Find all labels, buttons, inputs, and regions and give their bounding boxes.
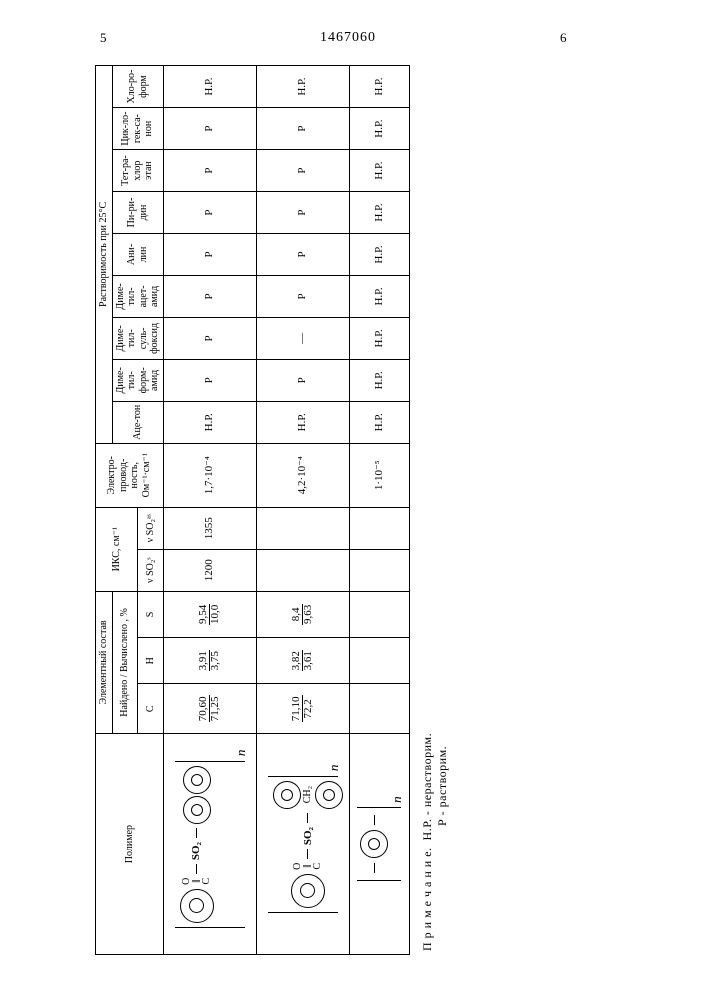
th-tce: Тет-ра-хлор этан (112, 150, 163, 192)
cell-sol: Н.Р. (163, 66, 256, 108)
document-number: 1467060 (320, 30, 376, 46)
cell-h (349, 638, 409, 684)
cell-sol: Н.Р. (349, 359, 409, 401)
cell-sol: Р (163, 108, 256, 150)
benzene-ring-icon (360, 830, 388, 858)
rotated-container: Полимер Элементный состав ИКС, см⁻¹ Элек… (95, 55, 575, 955)
th-s: S (138, 591, 164, 637)
cell-iks-s (256, 549, 349, 591)
cell-sol: Р (256, 233, 349, 275)
cell-sol: Н.Р. (256, 401, 349, 443)
cell-sol: Р (256, 192, 349, 234)
polymer-structure-3: n (349, 734, 409, 955)
cell-iks-as (256, 507, 349, 549)
benzene-ring-icon (180, 889, 214, 923)
cell-cond: 1·10⁻⁵ (349, 443, 409, 507)
th-dmf: Диме-тил-форм-амид (112, 359, 163, 401)
cell-sol: Н.Р. (349, 108, 409, 150)
note-nr: Н.Р. - нерастворим. (420, 733, 434, 841)
cell-iks-as: 1355 (163, 507, 256, 549)
th-chloroform: Хло-ро-форм (112, 66, 163, 108)
cell-sol: Н.Р. (349, 233, 409, 275)
so2-label: SO₂ (302, 827, 315, 845)
cell-sol: Н.Р. (256, 66, 349, 108)
cell-sol: Н.Р. (349, 192, 409, 234)
table-header: Полимер Элементный состав ИКС, см⁻¹ Элек… (96, 66, 164, 955)
n-subscript: n (234, 750, 249, 757)
th-dmso: Диме-тил-суль-фоксид (112, 317, 163, 359)
cell-sol: Р (163, 317, 256, 359)
table-row: O‖C SO₂ CH₂ n 71,1072,2 (256, 66, 349, 955)
so2-label: SO₂ (190, 842, 203, 860)
cell-cond: 4,2·10⁻⁴ (256, 443, 349, 507)
th-cyclohexanone: Цик-ло-гек-са-нон (112, 108, 163, 150)
note-label: П р и м е ч а н и е. (420, 847, 434, 951)
cell-iks-s (349, 549, 409, 591)
cell-c (349, 684, 409, 734)
th-found-calc: Найдено / Вычислено , % (112, 591, 138, 733)
data-table: Полимер Элементный состав ИКС, см⁻¹ Элек… (95, 65, 410, 955)
cell-sol: Н.Р. (349, 317, 409, 359)
cell-sol: Н.Р. (349, 66, 409, 108)
cell-sol: Р (256, 108, 349, 150)
cell-sol: Н.Р. (163, 401, 256, 443)
cell-sol: Р (256, 359, 349, 401)
cell-s: 8,49,63 (256, 591, 349, 637)
n-subscript: n (390, 796, 405, 803)
th-conductivity: Электро-провод-ность, Ом⁻¹·см⁻¹ (96, 443, 164, 507)
table-row: O‖C SO₂ n 70,6071,25 3,913,75 9,5410,0 1… (163, 66, 256, 955)
cell-sol: Р (163, 275, 256, 317)
ch2-label: CH₂ (302, 786, 314, 803)
th-nu-so2-s: ν SO₂ˢ (138, 549, 164, 591)
table-body: O‖C SO₂ n 70,6071,25 3,913,75 9,5410,0 1… (163, 66, 409, 955)
cell-sol: Н.Р. (349, 150, 409, 192)
table-row: n 1·10⁻⁵ Н.Р. Н.Р. Н.Р. Н.Р. Н.Р. Н.Р. Н… (349, 66, 409, 955)
th-nu-so2-as: ν SO₂ᵃˢ (138, 507, 164, 549)
n-subscript: n (327, 765, 342, 772)
th-acetone: Аце-тон (112, 401, 163, 443)
page-number-left: 5 (100, 30, 107, 46)
th-pyridine: Пи-ри-дин (112, 192, 163, 234)
cell-sol: Н.Р. (349, 401, 409, 443)
cell-sol: Н.Р. (349, 275, 409, 317)
th-polymer: Полимер (96, 734, 164, 955)
cell-sol: Р (256, 150, 349, 192)
cell-sol: Р (256, 275, 349, 317)
th-c: C (138, 684, 164, 734)
benzene-ring-icon (291, 874, 325, 908)
cell-sol: Р (163, 233, 256, 275)
cell-sol: Р (163, 150, 256, 192)
th-aniline: Ани-лин (112, 233, 163, 275)
th-elem-comp: Элементный состав (96, 591, 113, 733)
benzene-ring-icon (183, 796, 211, 824)
polymer-structure-2: O‖C SO₂ CH₂ n (256, 734, 349, 955)
page-number-right: 6 (560, 30, 567, 46)
cell-s (349, 591, 409, 637)
cell-sol: — (256, 317, 349, 359)
th-h: H (138, 638, 164, 684)
cell-c: 71,1072,2 (256, 684, 349, 734)
cell-c: 70,6071,25 (163, 684, 256, 734)
benzene-ring-icon (183, 766, 211, 794)
th-iks: ИКС, см⁻¹ (96, 507, 138, 591)
cell-h: 3,823,61 (256, 638, 349, 684)
cell-s: 9,5410,0 (163, 591, 256, 637)
polymer-structure-1: O‖C SO₂ n (163, 734, 256, 955)
cell-cond: 1,7·10⁻⁴ (163, 443, 256, 507)
th-dmac: Диме-тил-ацет-амид (112, 275, 163, 317)
note-r: Р - растворим. (435, 746, 449, 826)
cell-h: 3,913,75 (163, 638, 256, 684)
cell-iks-as (349, 507, 409, 549)
cell-iks-s: 1200 (163, 549, 256, 591)
cell-sol: Р (163, 359, 256, 401)
benzene-ring-icon (273, 781, 301, 809)
th-solubility: Растворимость при 25°C (96, 66, 113, 444)
benzene-ring-icon (315, 781, 343, 809)
table-region: Полимер Элементный состав ИКС, см⁻¹ Элек… (95, 55, 575, 955)
cell-sol: Р (163, 192, 256, 234)
footnote: П р и м е ч а н и е. Н.Р. - нерастворим.… (420, 55, 450, 951)
